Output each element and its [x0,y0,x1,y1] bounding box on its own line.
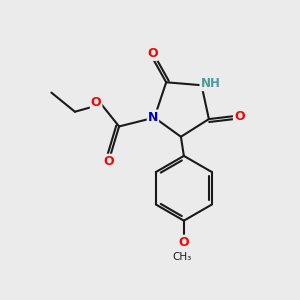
Text: O: O [91,96,101,110]
Text: CH₃: CH₃ [173,252,192,262]
Text: O: O [103,155,114,168]
Text: O: O [147,47,158,60]
Text: N: N [148,110,158,124]
Text: O: O [178,236,189,249]
Text: O: O [234,110,244,123]
Text: NH: NH [200,77,220,90]
